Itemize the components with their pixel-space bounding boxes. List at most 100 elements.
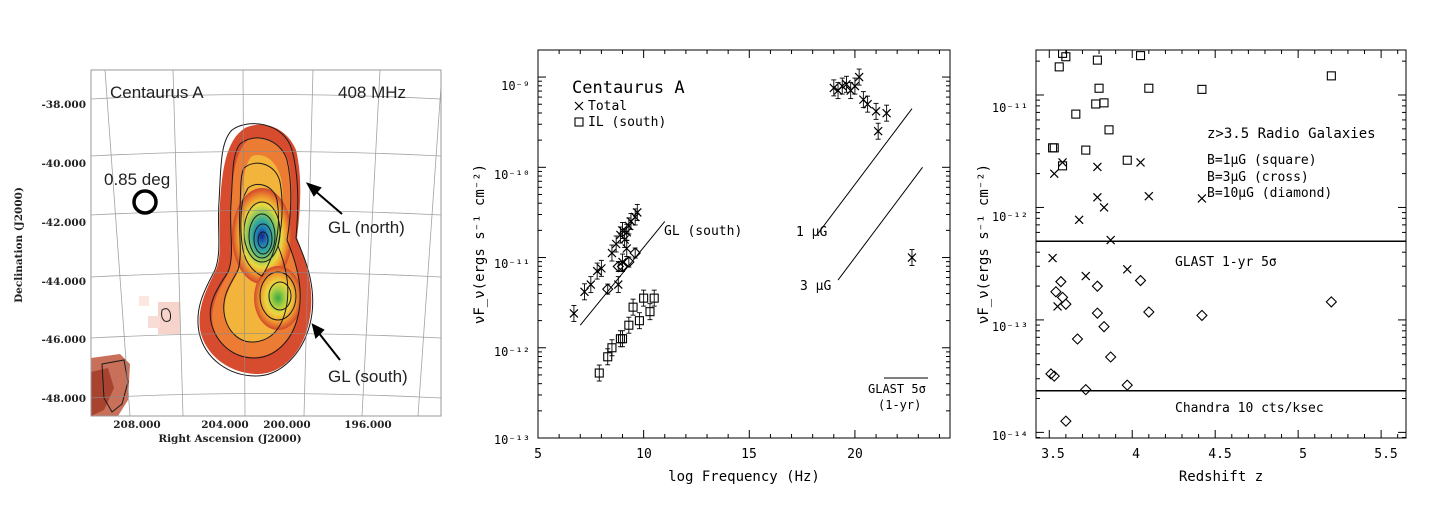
data-point xyxy=(1061,52,1071,62)
rg-y-ticks: 10⁻¹¹ 10⁻¹² 10⁻¹³ 10⁻¹⁴ xyxy=(992,101,1028,443)
data-point xyxy=(620,235,630,244)
rg-tick-marks xyxy=(1036,50,1406,439)
data-point xyxy=(594,368,604,378)
y-tick-label: -40.000 xyxy=(41,158,86,170)
label-gl-south-line: GL (south) xyxy=(664,224,742,239)
data-point xyxy=(1058,158,1067,167)
x-tick-label: 204.000 xyxy=(201,419,249,431)
x-tick-label: 20 xyxy=(847,447,863,462)
sed-legend-markers xyxy=(574,101,584,127)
data-point xyxy=(596,263,606,273)
model-line xyxy=(837,167,923,281)
data-point xyxy=(1057,50,1068,58)
data-point xyxy=(1144,83,1154,93)
sed-tick-marks xyxy=(537,50,950,439)
data-point xyxy=(1098,320,1110,333)
y-tick-label: 10⁻¹² xyxy=(494,345,530,359)
data-point xyxy=(1048,370,1061,382)
y-tick-label: 10⁻¹⁰ xyxy=(494,168,530,182)
x-tick-label: 5.5 xyxy=(1374,447,1397,462)
data-point xyxy=(603,352,613,362)
radio-map-frame xyxy=(90,69,442,417)
data-point xyxy=(1080,383,1092,396)
x-tick-label: 3.5 xyxy=(1041,447,1064,462)
chandra-threshold-label: Chandra 10 cts/ksec xyxy=(1175,401,1324,416)
y-tick-label: -48.000 xyxy=(41,393,86,405)
data-point xyxy=(1106,235,1116,245)
data-point xyxy=(586,280,596,290)
data-point xyxy=(1099,203,1109,212)
data-point xyxy=(1197,84,1207,94)
data-point xyxy=(1091,307,1104,319)
data-point xyxy=(624,320,634,330)
data-point xyxy=(1104,125,1114,135)
data-point xyxy=(624,221,634,231)
glast-label-line1: GLAST 5σ xyxy=(868,382,926,396)
y-tick-label: -46.000 xyxy=(41,334,86,346)
data-point xyxy=(1071,109,1081,119)
rg-y-label: νF_ν(ergs s⁻¹ cm⁻²) xyxy=(976,164,992,324)
data-point xyxy=(829,83,839,93)
data-point xyxy=(1081,271,1091,281)
radio-map-x-ticks: 208.000 204.000 200.000 196.000 xyxy=(113,419,392,431)
data-point xyxy=(1094,83,1104,93)
legend-square-marker xyxy=(574,117,584,127)
data-point xyxy=(616,260,629,273)
data-point xyxy=(1143,306,1155,318)
x-tick-label: 208.000 xyxy=(113,419,161,431)
data-point xyxy=(842,79,851,89)
panel-a-radio-map: Centaurus A 408 MHz 0.85 deg GL (north) … xyxy=(13,69,442,445)
sed-title: Centaurus A xyxy=(572,78,685,98)
data-point xyxy=(854,72,864,82)
data-point xyxy=(1121,379,1134,391)
data-point xyxy=(1092,192,1102,202)
data-point xyxy=(611,239,621,249)
label-gl-north: GL (north) xyxy=(328,218,405,237)
x-tick-label: 4.5 xyxy=(1208,447,1231,462)
rg-legend-square: B=1μG (square) xyxy=(1207,153,1317,168)
data-point xyxy=(1091,99,1101,109)
data-point xyxy=(1122,264,1132,274)
x-tick-label: 10 xyxy=(636,447,652,462)
data-point xyxy=(873,126,883,136)
y-tick-label: 10⁻¹¹ xyxy=(992,101,1028,115)
data-point xyxy=(634,316,644,326)
data-point xyxy=(1134,274,1147,287)
rg-plot-area xyxy=(1036,50,1406,427)
y-tick-label: 10⁻¹³ xyxy=(992,320,1028,334)
data-point xyxy=(1050,286,1062,298)
data-point xyxy=(592,266,602,276)
data-point xyxy=(1092,162,1102,172)
data-point xyxy=(1054,62,1064,72)
data-point xyxy=(850,81,860,91)
model-line xyxy=(816,108,913,236)
y-tick-label: 10⁻¹¹ xyxy=(494,257,530,271)
glast-label-line2: (1-yr) xyxy=(878,398,921,412)
data-point xyxy=(612,260,625,273)
radio-map-title: Centaurus A xyxy=(110,83,204,102)
y-tick-label: 10⁻¹² xyxy=(992,210,1028,224)
sed-x-ticks: 5 10 15 20 xyxy=(534,447,863,462)
data-point xyxy=(1060,298,1072,310)
data-point xyxy=(1326,71,1336,81)
data-point xyxy=(1135,51,1146,61)
data-point xyxy=(1074,215,1084,225)
data-point xyxy=(623,256,635,268)
data-point xyxy=(1099,98,1109,108)
data-point xyxy=(645,307,655,317)
data-point xyxy=(1196,309,1208,322)
sed-plot-area xyxy=(569,68,923,382)
data-point xyxy=(907,253,917,262)
data-point xyxy=(1091,280,1104,292)
data-point xyxy=(613,280,623,290)
radio-map-frequency: 408 MHz xyxy=(338,83,406,102)
data-point xyxy=(1197,194,1207,203)
label-3uG-line: 3 μG xyxy=(800,279,831,294)
rg-legend-diamond: B=10μG (diamond) xyxy=(1207,186,1332,201)
data-point xyxy=(1325,296,1338,308)
data-point xyxy=(1092,55,1102,65)
rg-x-label: Redshift z xyxy=(1179,469,1263,485)
x-tick-label: 196.000 xyxy=(344,419,392,431)
data-point xyxy=(622,244,632,253)
